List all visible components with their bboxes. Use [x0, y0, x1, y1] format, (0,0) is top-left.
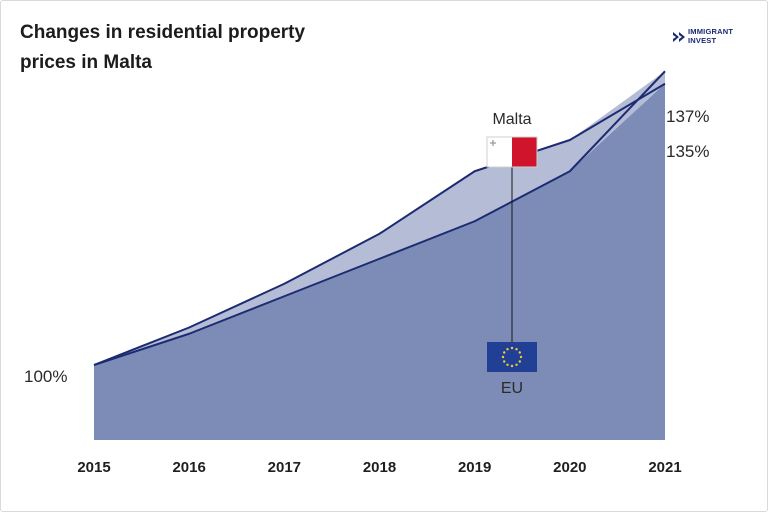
malta-flag-icon	[486, 136, 538, 168]
chevron-logo-icon	[673, 32, 685, 42]
eu-star-icon	[506, 348, 509, 351]
eu-star-icon	[501, 355, 505, 359]
eu-star-icon	[519, 355, 523, 359]
x-tick-label: 2019	[458, 459, 491, 476]
end-value-label-eu: 137%	[666, 107, 709, 126]
eu-star-icon	[503, 360, 506, 363]
legend-label-eu: EU	[501, 380, 523, 397]
eu-star-icon	[518, 351, 521, 354]
series-line-malta	[93, 82, 666, 366]
logo-text-line1: IMMIGRANT	[688, 27, 734, 36]
chart-title: Changes in residential property prices i…	[20, 22, 306, 73]
legend-label-malta: Malta	[492, 111, 531, 128]
eu-star-icon	[518, 360, 521, 363]
start-value-label: 100%	[24, 367, 67, 386]
eu-flag-icon	[487, 342, 537, 372]
brand-logo: IMMIGRANT INVEST	[672, 27, 762, 48]
eu-star-icon	[515, 363, 518, 366]
x-tick-label: 2015	[77, 459, 110, 476]
x-tick-label: 2018	[363, 459, 396, 476]
x-tick-label: 2017	[268, 459, 301, 476]
eu-star-icon	[503, 351, 506, 354]
eu-star-icon	[506, 363, 509, 366]
eu-star-icon	[510, 346, 514, 350]
eu-star-icon	[515, 348, 518, 351]
series-line-eu	[93, 70, 666, 366]
x-tick-label: 2020	[553, 459, 586, 476]
eu-star-icon	[510, 364, 514, 368]
logo-text-line2: INVEST	[688, 35, 717, 45]
logo-text: IMMIGRANT INVEST	[688, 27, 768, 45]
end-value-label-malta: 135%	[666, 142, 709, 161]
x-tick-label: 2016	[172, 459, 205, 476]
x-tick-label: 2021	[648, 459, 681, 476]
